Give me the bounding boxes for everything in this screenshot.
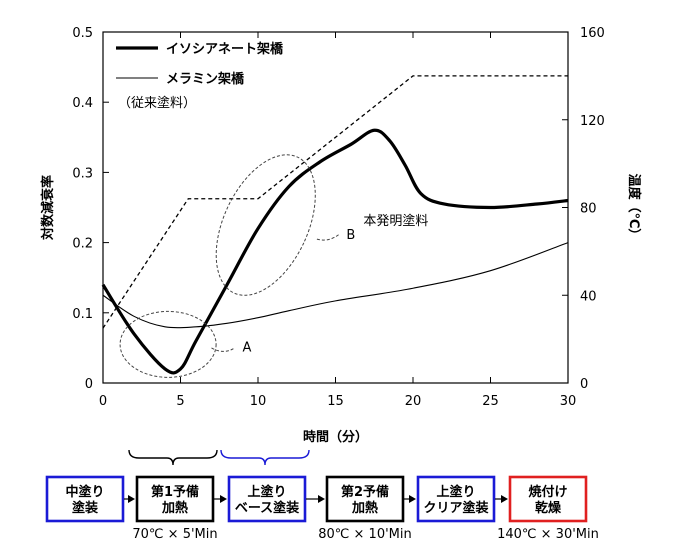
process-step-line1: 焼付け: [528, 484, 567, 500]
y-right-axis-title: 温度（℃）: [626, 174, 642, 242]
series-layer: [101, 75, 569, 375]
process-condition: 70℃ × 5'Min: [132, 527, 217, 542]
process-step-line2: ベース塗装: [235, 500, 299, 516]
annotation-a-leader: [211, 347, 236, 352]
process-step-line2: クリア塗装: [423, 500, 488, 516]
y-right-tick-label: 160: [580, 26, 605, 41]
annotation-b-ellipse: [215, 154, 316, 296]
process-brace: [128, 449, 218, 466]
process-step-line2: 加熱: [351, 500, 378, 516]
process-condition: 80℃ × 10'Min: [318, 527, 411, 542]
isocyanate-series-line: [101, 128, 569, 375]
y-left-axis-title: 対数減衰率: [40, 175, 56, 241]
process-condition: 140℃ × 30'Min: [497, 527, 599, 542]
process-brace: [220, 449, 310, 466]
process-step-box: [416, 475, 496, 523]
y-right-tick-label: 80: [580, 202, 597, 217]
annotation-layer: A B 本発明塗料: [119, 154, 428, 378]
process-arrow-head: [409, 495, 416, 503]
process-step-box: [45, 475, 125, 523]
x-tick-label: 5: [176, 394, 184, 409]
process-step-line2: 乾燥: [535, 500, 562, 516]
process-flow: 中塗り塗装第1予備加熱上塗りベース塗装第2予備加熱上塗りクリア塗装焼付け乾燥70…: [45, 449, 599, 542]
process-step-box: [227, 475, 307, 523]
y-left-tick-label: 0.4: [72, 96, 93, 111]
x-tick-label: 25: [482, 394, 499, 409]
y-right-tick-label: 120: [580, 114, 605, 129]
y-right-tick-label: 40: [580, 289, 597, 304]
process-step-line2: 塗装: [72, 500, 98, 516]
y-left-tick-label: 0.2: [72, 237, 93, 252]
annotation-b-leader: [316, 233, 341, 241]
y-left-tick-label: 0: [85, 377, 93, 392]
annotation-b-label: B: [346, 228, 355, 243]
annotation-a-ellipse: [119, 310, 217, 378]
process-step-line1: 第2予備: [341, 484, 389, 500]
legend-note-melamine: （従来塗料）: [118, 95, 196, 111]
process-arrow-head: [318, 495, 325, 503]
y-left-tick-label: 0.3: [72, 166, 93, 181]
x-tick-label: 30: [560, 394, 577, 409]
process-arrow-head: [220, 495, 227, 503]
process-step-line2: 加熱: [161, 500, 188, 516]
process-step-box: [135, 475, 215, 523]
y-right-tick-label: 0: [580, 377, 588, 392]
process-step-line1: 上塗り: [436, 484, 475, 500]
legend-label-melamine: メラミン架橋: [166, 71, 245, 87]
process-arrow-head: [128, 495, 135, 503]
process-step-line1: 上塗り: [247, 484, 286, 500]
process-step-line1: 中塗り: [65, 484, 104, 500]
process-step-line1: 第1予備: [151, 484, 199, 500]
y-left-tick-label: 0.1: [72, 307, 93, 322]
process-step-box: [325, 475, 405, 523]
x-tick-label: 20: [405, 394, 422, 409]
annotation-a-label: A: [243, 340, 252, 355]
x-axis-title: 時間（分）: [303, 429, 368, 445]
x-tick-label: 0: [99, 394, 107, 409]
y-left-tick-label: 0.5: [72, 26, 93, 41]
annotation-b-text: 本発明塗料: [363, 213, 428, 229]
x-tick-label: 10: [250, 394, 267, 409]
legend-label-isocyanate: イソシアネート架橋: [166, 41, 284, 57]
plot-area: 0 5 10 15 20 25 3000.10.20.30.40.504080120160時…: [40, 26, 642, 445]
temperature-series-line: [102, 75, 568, 329]
melamine-series-line: [102, 242, 569, 329]
process-step-box: [508, 475, 588, 523]
x-tick-label: 15: [327, 394, 344, 409]
process-arrow-head: [501, 495, 508, 503]
